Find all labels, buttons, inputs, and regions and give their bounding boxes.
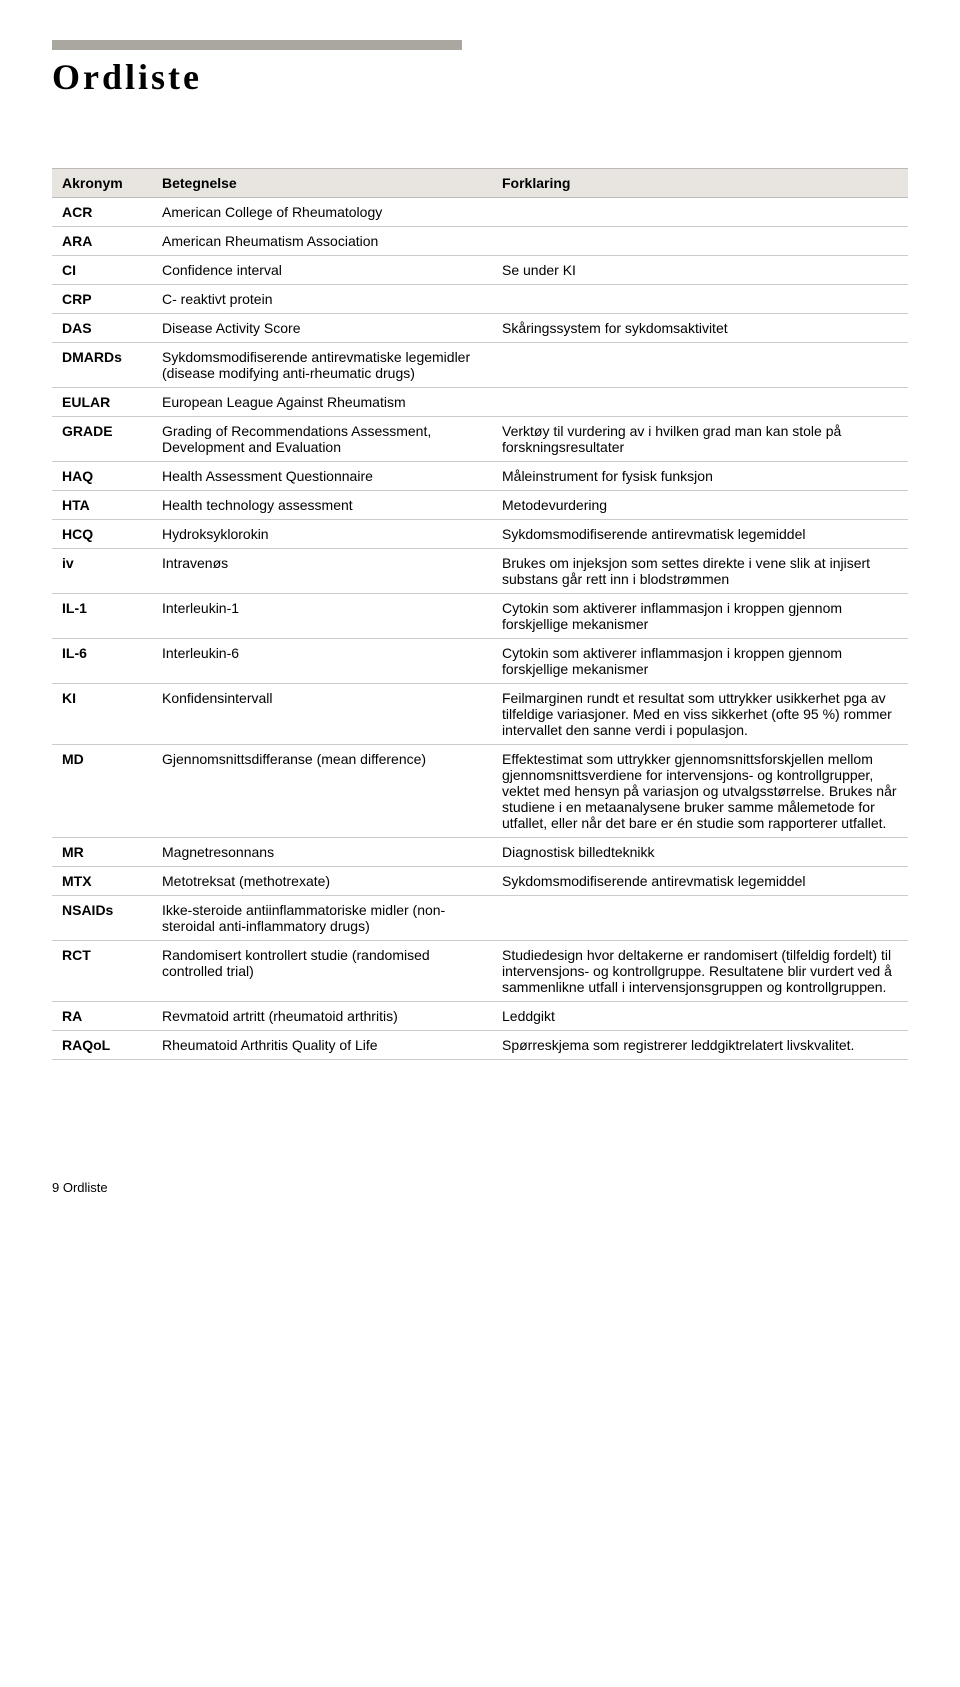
cell-betegnelse: Disease Activity Score [152,314,492,343]
glossary-table: Akronym Betegnelse Forklaring ACRAmerica… [52,168,908,1060]
cell-forklaring [492,388,908,417]
table-row: EULAREuropean League Against Rheumatism [52,388,908,417]
table-row: ARAAmerican Rheumatism Association [52,227,908,256]
cell-akronym: DMARDs [52,343,152,388]
cell-betegnelse: Ikke-steroide antiinflammatoriske midler… [152,896,492,941]
table-row: GRADEGrading of Recommendations Assessme… [52,417,908,462]
cell-betegnelse: American College of Rheumatology [152,198,492,227]
cell-betegnelse: Health technology assessment [152,491,492,520]
cell-akronym: IL-6 [52,639,152,684]
cell-betegnelse: Sykdomsmodifiserende antirevmatiske lege… [152,343,492,388]
table-row: RCTRandomisert kontrollert studie (rando… [52,941,908,1002]
table-row: IL-1Interleukin-1Cytokin som aktiverer i… [52,594,908,639]
cell-betegnelse: Interleukin-6 [152,639,492,684]
cell-betegnelse: American Rheumatism Association [152,227,492,256]
cell-akronym: iv [52,549,152,594]
page-title: Ordliste [52,56,908,98]
table-row: KIKonfidensintervallFeilmarginen rundt e… [52,684,908,745]
cell-betegnelse: Grading of Recommendations Assessment, D… [152,417,492,462]
col-akronym: Akronym [52,169,152,198]
table-row: ACRAmerican College of Rheumatology [52,198,908,227]
cell-forklaring: Verktøy til vurdering av i hvilken grad … [492,417,908,462]
table-row: NSAIDsIkke-steroide antiinflammatoriske … [52,896,908,941]
cell-forklaring [492,896,908,941]
cell-betegnelse: Confidence interval [152,256,492,285]
cell-betegnelse: Randomisert kontrollert studie (randomis… [152,941,492,1002]
cell-akronym: MR [52,838,152,867]
col-forklaring: Forklaring [492,169,908,198]
cell-akronym: RCT [52,941,152,1002]
table-row: RAQoLRheumatoid Arthritis Quality of Lif… [52,1031,908,1060]
table-row: IL-6Interleukin-6Cytokin som aktiverer i… [52,639,908,684]
cell-forklaring [492,198,908,227]
cell-betegnelse: Health Assessment Questionnaire [152,462,492,491]
cell-betegnelse: Interleukin-1 [152,594,492,639]
table-row: HTAHealth technology assessmentMetodevur… [52,491,908,520]
cell-forklaring: Sykdomsmodifiserende antirevmatisk legem… [492,867,908,896]
cell-betegnelse: Intravenøs [152,549,492,594]
cell-forklaring: Cytokin som aktiverer inflammasjon i kro… [492,639,908,684]
cell-betegnelse: European League Against Rheumatism [152,388,492,417]
page: Ordliste Akronym Betegnelse Forklaring A… [0,0,960,1225]
table-row: DMARDsSykdomsmodifiserende antirevmatisk… [52,343,908,388]
cell-akronym: DAS [52,314,152,343]
table-row: MDGjennomsnittsdifferanse (mean differen… [52,745,908,838]
cell-forklaring: Metodevurdering [492,491,908,520]
table-row: MRMagnetresonnansDiagnostisk billedtekni… [52,838,908,867]
table-row: HCQHydroksyklorokinSykdomsmodifiserende … [52,520,908,549]
cell-betegnelse: Metotreksat (methotrexate) [152,867,492,896]
cell-forklaring: Feilmarginen rundt et resultat som uttry… [492,684,908,745]
cell-betegnelse: Gjennomsnittsdifferanse (mean difference… [152,745,492,838]
table-row: MTXMetotreksat (methotrexate)Sykdomsmodi… [52,867,908,896]
cell-betegnelse: Revmatoid artritt (rheumatoid arthritis) [152,1002,492,1031]
cell-forklaring: Brukes om injeksjon som settes direkte i… [492,549,908,594]
cell-akronym: ACR [52,198,152,227]
cell-betegnelse: Rheumatoid Arthritis Quality of Life [152,1031,492,1060]
cell-akronym: GRADE [52,417,152,462]
cell-forklaring: Effektestimat som uttrykker gjennomsnitt… [492,745,908,838]
cell-forklaring: Skåringssystem for sykdomsaktivitet [492,314,908,343]
cell-akronym: HAQ [52,462,152,491]
cell-forklaring: Studiedesign hvor deltakerne er randomis… [492,941,908,1002]
cell-akronym: CI [52,256,152,285]
cell-forklaring: Diagnostisk billedteknikk [492,838,908,867]
cell-betegnelse: Magnetresonnans [152,838,492,867]
cell-akronym: MTX [52,867,152,896]
cell-akronym: RA [52,1002,152,1031]
cell-betegnelse: C- reaktivt protein [152,285,492,314]
cell-akronym: NSAIDs [52,896,152,941]
table-row: ivIntravenøsBrukes om injeksjon som sett… [52,549,908,594]
cell-forklaring [492,227,908,256]
page-footer: 9 Ordliste [52,1180,908,1195]
title-rule [52,40,462,50]
cell-forklaring [492,285,908,314]
table-row: RARevmatoid artritt (rheumatoid arthriti… [52,1002,908,1031]
cell-betegnelse: Konfidensintervall [152,684,492,745]
cell-akronym: EULAR [52,388,152,417]
table-row: HAQHealth Assessment QuestionnaireMålein… [52,462,908,491]
cell-akronym: RAQoL [52,1031,152,1060]
cell-forklaring [492,343,908,388]
cell-betegnelse: Hydroksyklorokin [152,520,492,549]
cell-forklaring: Leddgikt [492,1002,908,1031]
cell-forklaring: Se under KI [492,256,908,285]
cell-forklaring: Cytokin som aktiverer inflammasjon i kro… [492,594,908,639]
table-row: CRPC- reaktivt protein [52,285,908,314]
cell-akronym: CRP [52,285,152,314]
cell-forklaring: Spørreskjema som registrerer leddgiktrel… [492,1031,908,1060]
table-row: DASDisease Activity ScoreSkåringssystem … [52,314,908,343]
cell-akronym: IL-1 [52,594,152,639]
cell-forklaring: Måleinstrument for fysisk funksjon [492,462,908,491]
cell-forklaring: Sykdomsmodifiserende antirevmatisk legem… [492,520,908,549]
cell-akronym: HCQ [52,520,152,549]
cell-akronym: MD [52,745,152,838]
cell-akronym: ARA [52,227,152,256]
cell-akronym: HTA [52,491,152,520]
cell-akronym: KI [52,684,152,745]
table-row: CIConfidence intervalSe under KI [52,256,908,285]
table-header-row: Akronym Betegnelse Forklaring [52,169,908,198]
col-betegnelse: Betegnelse [152,169,492,198]
